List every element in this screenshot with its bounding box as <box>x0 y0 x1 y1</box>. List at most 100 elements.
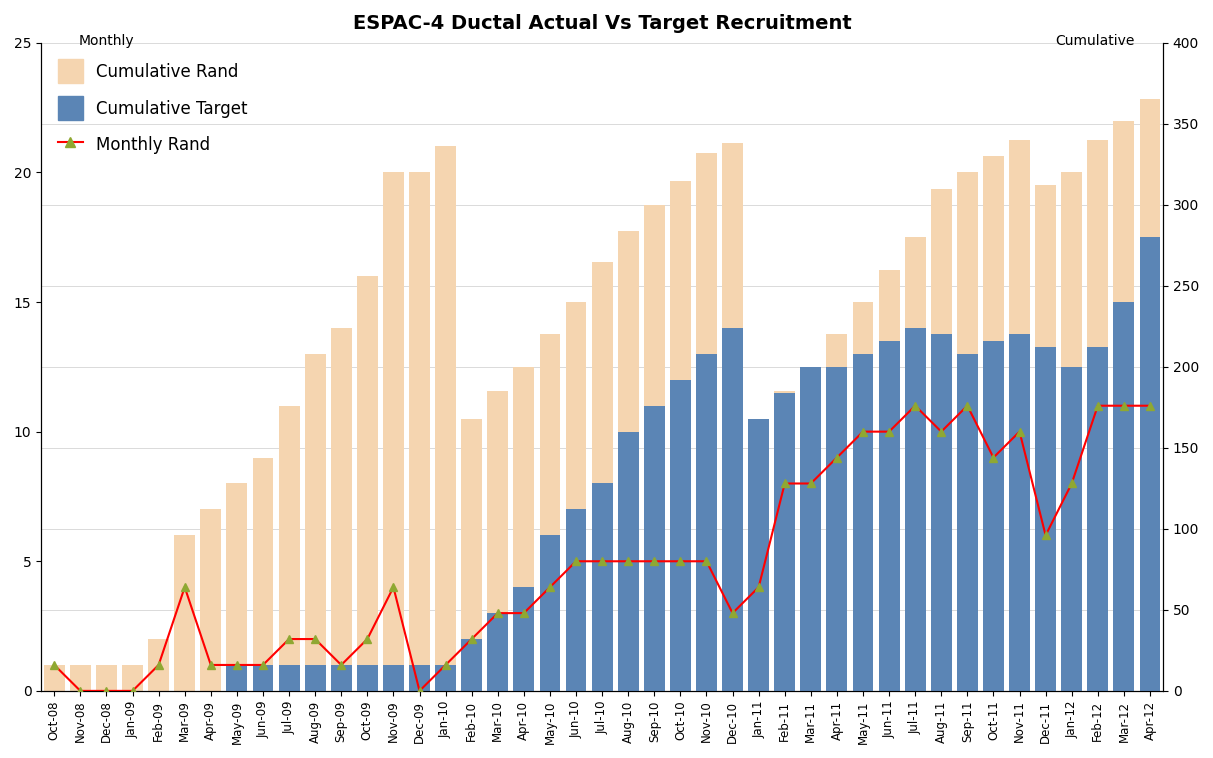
Bar <box>983 156 1004 691</box>
Monthly Rand <box>412 686 427 695</box>
Bar <box>488 613 508 691</box>
Monthly Rand <box>229 660 244 669</box>
Bar <box>930 189 952 691</box>
Bar <box>252 665 273 691</box>
Bar <box>435 665 456 691</box>
Bar <box>148 639 169 691</box>
Bar <box>488 391 508 691</box>
Monthly Rand <box>125 686 139 695</box>
Bar <box>617 230 639 691</box>
Bar <box>513 367 534 691</box>
Bar <box>1139 99 1161 691</box>
Bar <box>801 367 821 691</box>
Bar <box>774 393 796 691</box>
Bar <box>1114 121 1134 691</box>
Bar <box>957 172 978 691</box>
Monthly Rand <box>934 427 949 436</box>
Bar <box>383 665 404 691</box>
Bar <box>1009 334 1030 691</box>
Bar <box>878 341 900 691</box>
Monthly Rand <box>517 609 531 618</box>
Bar <box>383 172 404 691</box>
Monthly Rand <box>177 583 192 592</box>
Bar <box>461 639 482 691</box>
Line: Monthly Rand: Monthly Rand <box>50 402 1154 695</box>
Bar <box>540 535 560 691</box>
Monthly Rand <box>647 556 661 565</box>
Bar <box>853 302 873 691</box>
Bar <box>644 205 665 691</box>
Monthly Rand <box>594 556 609 565</box>
Monthly Rand <box>1065 479 1080 488</box>
Monthly Rand <box>490 609 505 618</box>
Bar <box>304 665 325 691</box>
Bar <box>461 418 482 691</box>
Bar <box>1061 367 1082 691</box>
Bar <box>331 328 352 691</box>
Bar <box>435 146 456 691</box>
Bar <box>748 418 769 691</box>
Bar <box>878 270 900 691</box>
Monthly Rand <box>855 427 870 436</box>
Bar <box>670 380 691 691</box>
Bar <box>123 665 143 691</box>
Bar <box>513 587 534 691</box>
Bar <box>1087 347 1109 691</box>
Monthly Rand <box>1013 427 1027 436</box>
Bar <box>722 328 744 691</box>
Bar <box>227 665 247 691</box>
Bar <box>409 665 429 691</box>
Monthly Rand <box>360 634 375 644</box>
Bar <box>592 484 613 691</box>
Monthly Rand <box>1090 401 1105 410</box>
Text: Monthly: Monthly <box>79 34 135 48</box>
Bar <box>722 143 744 691</box>
Title: ESPAC-4 Ductal Actual Vs Target Recruitment: ESPAC-4 Ductal Actual Vs Target Recruitm… <box>353 14 852 33</box>
Bar <box>252 458 273 691</box>
Bar <box>565 509 586 691</box>
Bar <box>96 665 116 691</box>
Monthly Rand <box>803 479 818 488</box>
Bar <box>905 237 926 691</box>
Monthly Rand <box>386 583 400 592</box>
Monthly Rand <box>99 686 114 695</box>
Bar <box>44 665 64 691</box>
Bar <box>1114 302 1134 691</box>
Monthly Rand <box>830 453 844 462</box>
Monthly Rand <box>673 556 688 565</box>
Monthly Rand <box>959 401 974 410</box>
Bar <box>644 406 665 691</box>
Bar <box>357 276 377 691</box>
Bar <box>409 172 429 691</box>
Bar <box>1035 186 1057 691</box>
Bar <box>200 509 221 691</box>
Bar <box>696 153 717 691</box>
Monthly Rand <box>986 453 1001 462</box>
Bar <box>774 391 796 691</box>
Bar <box>930 334 952 691</box>
Bar <box>1061 172 1082 691</box>
Monthly Rand <box>47 660 62 669</box>
Monthly Rand <box>1143 401 1157 410</box>
Bar <box>279 406 300 691</box>
Monthly Rand <box>751 583 765 592</box>
Bar <box>905 328 926 691</box>
Bar <box>957 354 978 691</box>
Bar <box>357 665 377 691</box>
Monthly Rand <box>438 660 452 669</box>
Monthly Rand <box>725 609 740 618</box>
Bar <box>696 354 717 691</box>
Monthly Rand <box>73 686 87 695</box>
Monthly Rand <box>542 583 557 592</box>
Bar <box>1035 347 1057 691</box>
Monthly Rand <box>465 634 479 644</box>
Bar <box>1009 140 1030 691</box>
Bar <box>331 665 352 691</box>
Text: Cumulative: Cumulative <box>1055 34 1134 48</box>
Bar <box>540 334 560 691</box>
Monthly Rand <box>1038 531 1053 540</box>
Bar <box>617 431 639 691</box>
Monthly Rand <box>1117 401 1132 410</box>
Bar <box>853 354 873 691</box>
Bar <box>70 665 91 691</box>
